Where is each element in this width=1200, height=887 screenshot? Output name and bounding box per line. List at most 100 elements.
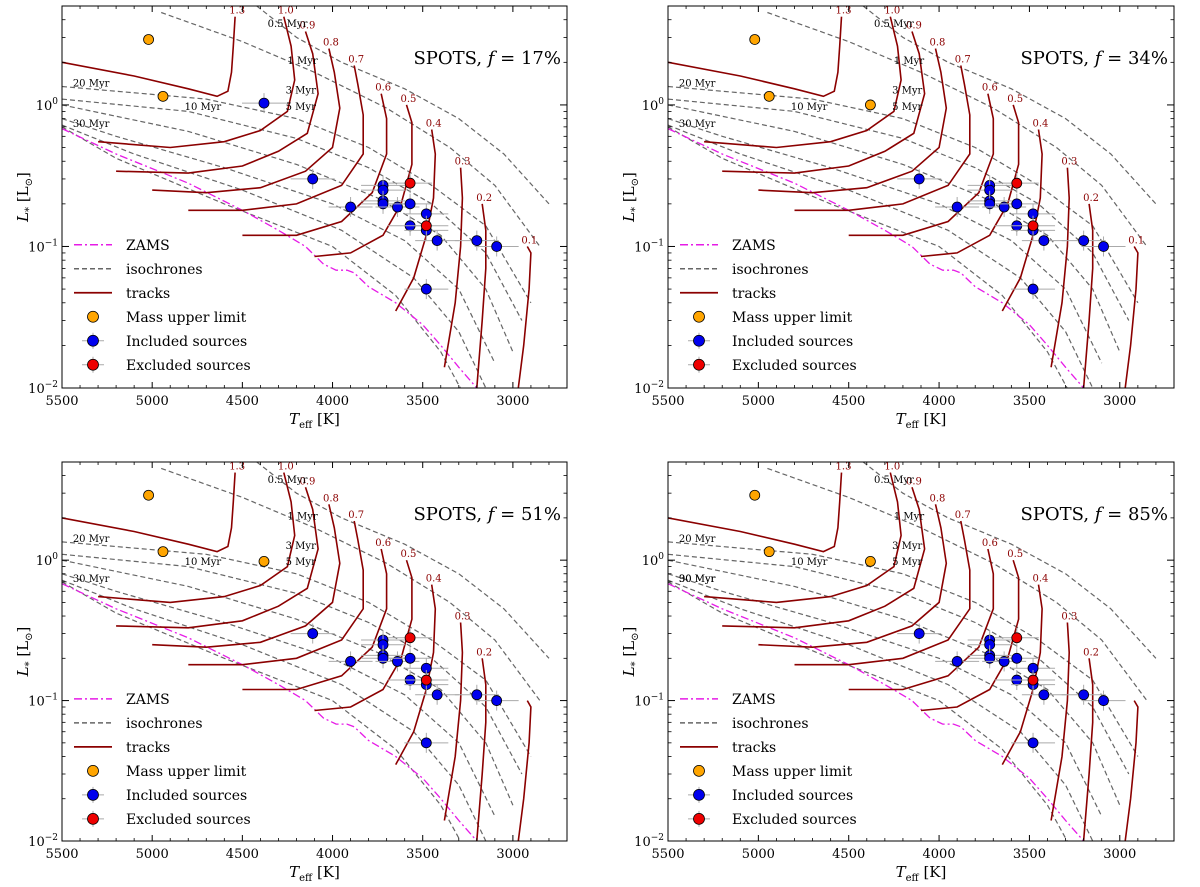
included-source-point (258, 97, 270, 109)
y-tick-label: 10−2 (634, 380, 664, 397)
isochrone-line (668, 118, 1103, 364)
red-circle-icon (693, 358, 705, 371)
isochrone-line (668, 559, 1121, 806)
age-label: 1 Myr (287, 511, 317, 522)
included-source-point (377, 198, 389, 210)
included-source-point (1011, 652, 1023, 664)
mass-label: 0.2 (1083, 193, 1099, 204)
x-tick-label: 3500 (1013, 847, 1046, 862)
legend-entry: Excluded sources (732, 358, 857, 374)
included-source-point (913, 173, 925, 185)
included-source-point (1027, 737, 1039, 749)
mass-upper-limit-point (749, 34, 761, 45)
mass-label: 0.5 (401, 549, 417, 560)
mass-label: 0.9 (906, 476, 922, 487)
isochrone-line (767, 467, 1148, 701)
mass-label: 0.5 (1007, 94, 1023, 105)
mass-upper-limit-point (865, 555, 876, 567)
isochrone-line (62, 124, 487, 388)
track-0.1 (1124, 246, 1139, 388)
age-label: 5 Myr (892, 557, 922, 568)
age-label: 10 Myr (791, 102, 828, 113)
legend: ZAMS isochrones tracks Mass upper limit Incl… (74, 692, 251, 828)
mass-label: 0.7 (955, 54, 971, 65)
y-tick-label: 100 (642, 552, 665, 569)
isochrone-line (767, 11, 1148, 247)
age-label: 10 Myr (791, 557, 828, 568)
excluded-source-point (404, 177, 416, 189)
track-0.2 (476, 658, 487, 841)
legend-entry: isochrones (732, 716, 809, 732)
age-label: 0.5 Myr (874, 19, 914, 30)
mass-label: 1.3 (836, 6, 852, 17)
age-label: 0.5 Myr (874, 475, 914, 486)
x-tick-label: 3000 (1103, 394, 1136, 409)
orange-circle-icon (693, 764, 705, 777)
track-0.3 (1050, 167, 1071, 368)
included-source-point (491, 695, 503, 706)
track-0.8 (152, 504, 341, 649)
x-tick-label: 3000 (496, 394, 529, 409)
isochrone-line (668, 98, 1130, 321)
legend-entry: Included sources (732, 334, 853, 350)
excluded-source-point (404, 632, 416, 644)
included-source-point (392, 201, 403, 213)
isochrone-line (160, 467, 541, 701)
mass-label: 0.2 (476, 647, 492, 658)
panel-title: SPOTS, f = 51% (413, 504, 561, 525)
track-0.9 (116, 487, 319, 629)
x-tick-label: 4500 (832, 394, 865, 409)
red-circle-icon (693, 812, 705, 825)
mass-label: 0.6 (982, 83, 998, 94)
included-source-point (404, 652, 416, 664)
mass-label: 0.9 (300, 476, 316, 487)
y-tick-label: 10−2 (28, 833, 58, 850)
x-tick-label: 5500 (651, 847, 684, 862)
included-source-point (951, 201, 963, 213)
track-0.2 (1082, 203, 1094, 388)
x-tick-label: 3000 (496, 847, 529, 862)
mass-label: 1.0 (278, 462, 294, 473)
age-label: 10 Myr (185, 102, 222, 113)
excluded-source-point (420, 220, 432, 232)
included-source-point (404, 198, 416, 210)
mass-label: 0.5 (401, 94, 417, 105)
mass-upper-limit-point (157, 546, 169, 558)
track-0.3 (443, 167, 464, 368)
included-source-point (984, 652, 996, 664)
legend-entry: Mass upper limit (126, 310, 247, 326)
isochrone-line (668, 553, 1130, 775)
mass-label: 0.8 (930, 38, 946, 49)
legend-entry: Excluded sources (732, 812, 857, 828)
legend-entry: ZAMS (732, 692, 776, 708)
track-0.2 (476, 203, 487, 388)
isochrone-line (62, 104, 514, 353)
age-label: 30 Myr (679, 119, 716, 130)
excluded-source-point (1011, 177, 1023, 189)
track-0.7 (188, 65, 364, 212)
track-0.6 (848, 548, 995, 691)
mass-label: 0.4 (426, 574, 442, 585)
zams-line (62, 128, 478, 388)
legend: ZAMS isochrones tracks Mass upper limit Incl… (680, 692, 857, 828)
age-label: 30 Myr (73, 574, 110, 585)
x-tick-label: 5000 (742, 847, 775, 862)
excluded-source-point (1027, 220, 1039, 232)
isochrone-line (62, 581, 462, 841)
red-circle-icon (87, 358, 99, 371)
age-label: 20 Myr (679, 78, 716, 89)
age-label: 20 Myr (73, 534, 110, 545)
included-source-point (307, 173, 319, 185)
included-source-point (392, 656, 403, 667)
x-tick-label: 5000 (136, 394, 169, 409)
y-axis-label: L* [L⊙] (620, 172, 641, 223)
mass-label: 0.4 (426, 119, 442, 130)
included-source-point (984, 198, 996, 210)
track-1.3 (668, 16, 843, 98)
track-0.8 (758, 504, 948, 649)
age-label: 20 Myr (73, 78, 110, 89)
mass-label: 0.3 (1061, 611, 1077, 622)
isochrone-line (62, 559, 514, 806)
legend: ZAMS isochrones tracks Mass upper limit Incl… (74, 238, 251, 374)
track-1.0 (98, 16, 296, 149)
